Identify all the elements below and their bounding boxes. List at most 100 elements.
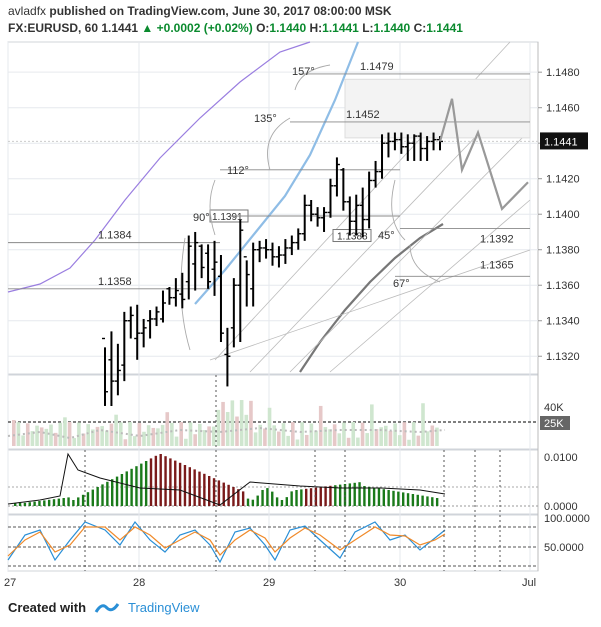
ohlc-bar: [243, 256, 250, 307]
ohlc-bar: [372, 160, 379, 188]
macd-histogram-bar: [62, 498, 65, 506]
volume-bar: [407, 439, 411, 446]
close-label: C:: [413, 21, 427, 35]
author[interactable]: avladfx: [8, 4, 47, 18]
macd-histogram-bar: [77, 497, 80, 506]
ohlc-bar: [269, 242, 276, 266]
tradingview-logo-icon: [94, 602, 120, 613]
volume-bar: [86, 424, 90, 446]
level-label: 1.1365: [480, 259, 514, 271]
date-tick-label: 27: [4, 577, 16, 589]
volume-bar: [309, 423, 314, 446]
macd-histogram-bar: [38, 501, 41, 506]
volume-bar: [263, 428, 267, 446]
macd-histogram-bar: [33, 501, 36, 506]
volume-bar: [291, 422, 295, 446]
volume-bar: [188, 422, 193, 446]
angle-label: 67°: [393, 278, 410, 290]
macd-histogram-bar: [96, 487, 99, 506]
level-label: 1.1452: [346, 109, 380, 121]
volume-bar: [277, 431, 281, 446]
volume-bar: [356, 437, 360, 446]
volume-bar: [179, 422, 183, 446]
volume-bar: [142, 431, 146, 446]
volume-bar: [328, 429, 332, 446]
close-value: 1.1441: [426, 21, 463, 35]
macd-histogram-bar: [387, 490, 390, 506]
volume-bar: [337, 433, 342, 446]
macd-histogram-bar: [86, 492, 90, 506]
volume-bar: [63, 417, 67, 446]
volume-bar: [211, 426, 216, 446]
ohlc-bar: [127, 306, 134, 339]
volume-bar: [300, 422, 304, 446]
macd-histogram-bar: [406, 493, 410, 506]
ohlc-bar: [379, 134, 386, 179]
macd-histogram-bar: [237, 489, 240, 506]
volume-bar: [109, 423, 114, 446]
volume-tick-label: 40K: [544, 402, 564, 414]
ohlc-bar: [224, 327, 231, 387]
ohlc-bar: [359, 187, 366, 238]
volume-bar: [304, 434, 309, 446]
macd-histogram-bar: [227, 484, 230, 506]
price-tick-label: 1.1340: [546, 316, 580, 328]
volume-bar: [39, 427, 44, 446]
stochastic-tick-label: 100.0000: [544, 513, 590, 525]
ohlc-bar: [230, 278, 237, 348]
macd-histogram-bar: [164, 456, 167, 506]
volume-bar: [156, 428, 160, 446]
open-label: O:: [256, 21, 270, 35]
volume-bar: [91, 429, 95, 446]
macd-histogram-bar: [271, 491, 274, 506]
target-zone: [344, 78, 531, 139]
macd-histogram-bar: [353, 482, 356, 506]
volume-bar: [393, 423, 397, 446]
macd-histogram-bar: [280, 499, 284, 506]
volume-bar: [198, 423, 202, 446]
volume-bar: [49, 424, 53, 446]
ohlc-bar: [205, 244, 212, 289]
ohlc-bar: [147, 310, 154, 339]
ohlc-bar: [404, 134, 411, 161]
macd-histogram-bar: [106, 481, 109, 506]
macd-histogram-bar: [115, 476, 119, 506]
volume-bar: [272, 425, 276, 446]
stochastic-tick-label: 50.0000: [544, 542, 584, 554]
fan-line: [329, 199, 531, 373]
macd-histogram-bar: [266, 488, 269, 506]
volume-bar: [342, 422, 346, 446]
ohlc-bar: [346, 196, 353, 236]
volume-bar: [239, 400, 244, 446]
stochastic-k-line: [7, 520, 446, 564]
volume-bar: [114, 414, 118, 446]
volume-bar: [202, 430, 207, 446]
volume-bar: [193, 434, 197, 446]
ohlc-bar: [295, 228, 302, 250]
macd-histogram-bar: [426, 496, 429, 506]
macd-histogram-bar: [111, 479, 114, 506]
ohlc-bar: [172, 278, 179, 307]
angle-label: 45°: [378, 230, 395, 242]
high-label: H:: [309, 21, 323, 35]
fan-line: [209, 249, 531, 361]
tradingview-brand[interactable]: TradingView: [128, 600, 200, 615]
ohlc-bar: [385, 132, 392, 158]
macd-histogram-bar: [14, 503, 17, 506]
volume-bar: [137, 423, 142, 446]
volume-bar: [100, 426, 104, 446]
volume-bar: [430, 425, 435, 446]
macd-histogram-bar: [183, 465, 187, 506]
macd-histogram-bar: [377, 488, 381, 506]
macd-histogram-bar: [188, 467, 191, 506]
macd-histogram-bar: [43, 500, 46, 506]
macd-histogram-bar: [101, 484, 104, 506]
macd-histogram-bar: [251, 499, 255, 506]
volume-bar: [72, 438, 77, 446]
macd-histogram-bar: [169, 458, 172, 506]
macd-histogram-bar: [382, 489, 385, 506]
macd-histogram-bar: [222, 482, 225, 506]
macd-histogram-bar: [368, 486, 371, 506]
volume-bar: [216, 409, 221, 446]
